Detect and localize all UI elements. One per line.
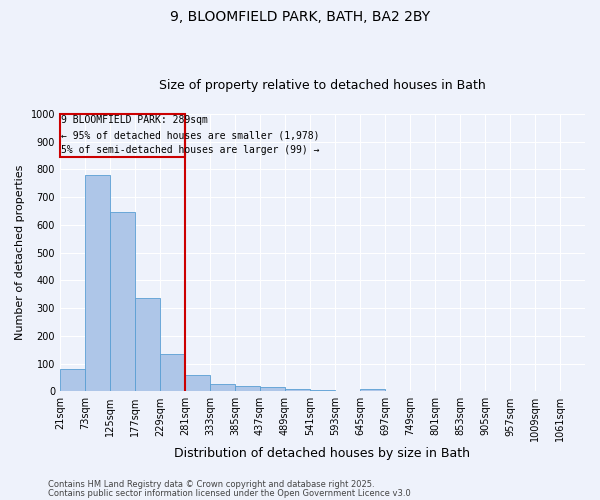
Bar <box>285 390 310 392</box>
Y-axis label: Number of detached properties: Number of detached properties <box>15 165 25 340</box>
Text: 5% of semi-detached houses are larger (99) →: 5% of semi-detached houses are larger (9… <box>61 146 320 156</box>
Bar <box>160 354 185 392</box>
Bar <box>185 374 210 392</box>
Bar <box>85 175 110 392</box>
Bar <box>60 368 85 392</box>
Bar <box>260 387 285 392</box>
Text: Contains public sector information licensed under the Open Government Licence v3: Contains public sector information licen… <box>48 488 411 498</box>
Text: Contains HM Land Registry data © Crown copyright and database right 2025.: Contains HM Land Registry data © Crown c… <box>48 480 374 489</box>
Bar <box>135 298 160 392</box>
Text: 9 BLOOMFIELD PARK: 289sqm: 9 BLOOMFIELD PARK: 289sqm <box>61 115 208 125</box>
Text: 9, BLOOMFIELD PARK, BATH, BA2 2BY: 9, BLOOMFIELD PARK, BATH, BA2 2BY <box>170 10 430 24</box>
Bar <box>60 114 185 157</box>
Bar <box>310 390 335 392</box>
Bar <box>110 212 135 392</box>
Text: ← 95% of detached houses are smaller (1,978): ← 95% of detached houses are smaller (1,… <box>61 130 320 140</box>
Title: Size of property relative to detached houses in Bath: Size of property relative to detached ho… <box>159 79 486 92</box>
X-axis label: Distribution of detached houses by size in Bath: Distribution of detached houses by size … <box>175 447 470 460</box>
Bar <box>235 386 260 392</box>
Bar <box>360 389 385 392</box>
Bar <box>210 384 235 392</box>
